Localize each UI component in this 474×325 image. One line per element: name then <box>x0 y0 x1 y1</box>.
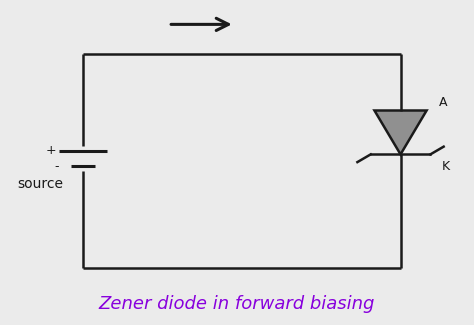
Text: Zener diode in forward biasing: Zener diode in forward biasing <box>99 295 375 313</box>
Text: -: - <box>55 160 59 173</box>
Polygon shape <box>374 111 427 154</box>
Text: K: K <box>441 160 450 173</box>
Text: source: source <box>17 176 64 191</box>
Text: A: A <box>439 96 447 109</box>
Text: +: + <box>46 144 56 157</box>
